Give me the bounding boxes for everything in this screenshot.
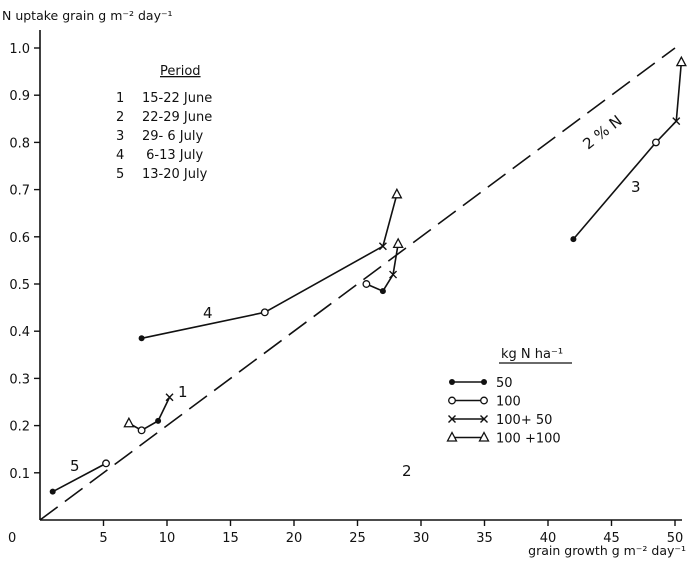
curve-segment-period-1: [157, 396, 171, 422]
x-tick-label: 35: [476, 531, 493, 546]
legend-label: 50: [496, 376, 513, 391]
data-point-dot: [138, 335, 145, 342]
curve-segment-period-4: [141, 311, 265, 340]
legend: kg N ha⁻¹ 50 100 100+ 50 100 +100: [446, 347, 572, 447]
period-row-dates: 6-13 July: [142, 148, 203, 163]
y-ticks: 0.1 0.2 0.3 0.4 0.5 0.6 0.7 0.8 0.9 1.0: [9, 42, 40, 482]
y-tick-label: 0.5: [9, 278, 30, 293]
legend-label: 100: [496, 395, 521, 410]
curve-segment-period-5: [52, 462, 107, 493]
data-point-circle: [102, 459, 110, 468]
data-point-cross: [165, 393, 174, 402]
reference-line-label: 2 % N: [579, 112, 625, 154]
legend-marker-triangle: [478, 431, 490, 442]
y-tick-label: 0.1: [9, 467, 30, 482]
x-ticks: 0 5 10 15 20 25 30 35 40 45 50: [8, 520, 683, 546]
data-point-triangle: [675, 55, 687, 67]
y-tick-label: 0.9: [9, 89, 30, 104]
y-tick-label: 0.4: [9, 325, 30, 340]
data-point-circle: [137, 426, 146, 435]
x-tick-label: 20: [286, 531, 303, 546]
data-point-circle: [362, 280, 371, 288]
y-tick-label: 0.8: [9, 136, 30, 151]
period-row-dates: 13-20 July: [142, 167, 208, 182]
data-point-circle: [652, 138, 660, 147]
period-row-dates: 15-22 June: [142, 91, 212, 106]
x-tick-label: 50: [667, 531, 684, 546]
y-tick-label: 0.6: [9, 231, 30, 246]
curve-label-5: 5: [70, 457, 80, 475]
legend-marker-cross: [480, 415, 488, 423]
period-row-dates: 22-29 June: [142, 110, 212, 125]
legend-marker-circle: [448, 396, 456, 405]
curve-segment-period-2: [392, 243, 399, 275]
x-tick-label: 40: [540, 531, 557, 546]
x-tick-label: 5: [99, 531, 107, 546]
legend-marker-dot: [449, 379, 455, 385]
reference-line-2pct: [39, 47, 676, 521]
y-axis-title: N uptake grain g m⁻² day⁻¹: [2, 8, 173, 23]
curve-label-1: 1: [178, 383, 188, 401]
period-row-number: 1: [116, 91, 124, 106]
legend-marker-circle: [480, 396, 488, 405]
legend-title: kg N ha⁻¹: [501, 347, 563, 362]
legend-marker-dot: [481, 379, 487, 385]
legend-marker-cross: [448, 415, 456, 423]
data-point-triangle: [392, 237, 404, 249]
x-tick-label: 0: [8, 531, 16, 546]
x-tick-label: 15: [222, 531, 239, 546]
y-tick-label: 0.2: [9, 420, 30, 435]
y-tick-label: 0.7: [9, 184, 30, 199]
curve-segment-period-3: [675, 62, 683, 122]
data-point-dot: [379, 288, 386, 295]
legend-label: 100 +100: [496, 432, 561, 447]
data-point-cross: [378, 242, 387, 251]
curve-segment-period-4: [382, 194, 398, 247]
data-point-triangle: [123, 416, 135, 428]
curve-segment-period-4: [264, 245, 384, 314]
period-row-number: 2: [116, 110, 124, 125]
x-tick-label: 10: [159, 531, 176, 546]
data-point-dot: [155, 417, 162, 424]
data-point-circle: [260, 308, 269, 317]
curve-label-3: 3: [631, 178, 641, 196]
data-point-dot: [570, 236, 577, 243]
curve-segment-period-2: [382, 274, 394, 292]
data-point-dot: [49, 488, 56, 495]
x-tick-label: 45: [603, 531, 620, 546]
curve-segment-period-3: [572, 141, 657, 240]
x-axis-title: grain growth g m⁻² day⁻¹: [528, 543, 686, 558]
period-table-title: Period: [160, 64, 201, 79]
x-tick-label: 30: [413, 531, 430, 546]
period-row-number: 3: [116, 129, 124, 144]
period-row-dates: 29- 6 July: [142, 129, 203, 144]
legend-marker-triangle: [446, 431, 458, 442]
data-markers: [49, 55, 687, 495]
curve-label-2: 2: [402, 462, 412, 480]
curve-label-4: 4: [203, 304, 213, 322]
period-row-number: 4: [116, 148, 124, 163]
period-row-number: 5: [116, 167, 124, 182]
data-point-cross: [389, 270, 398, 279]
period-curves: [52, 62, 683, 493]
y-tick-label: 0.3: [9, 372, 30, 387]
data-point-cross: [672, 117, 681, 126]
legend-label: 100+ 50: [496, 413, 552, 428]
data-point-triangle: [391, 187, 403, 199]
x-tick-label: 25: [349, 531, 366, 546]
period-table: Period 1 15-22 June 2 22-29 June 3 29- 6 July…: [116, 64, 212, 182]
y-tick-label: 1.0: [9, 42, 30, 57]
